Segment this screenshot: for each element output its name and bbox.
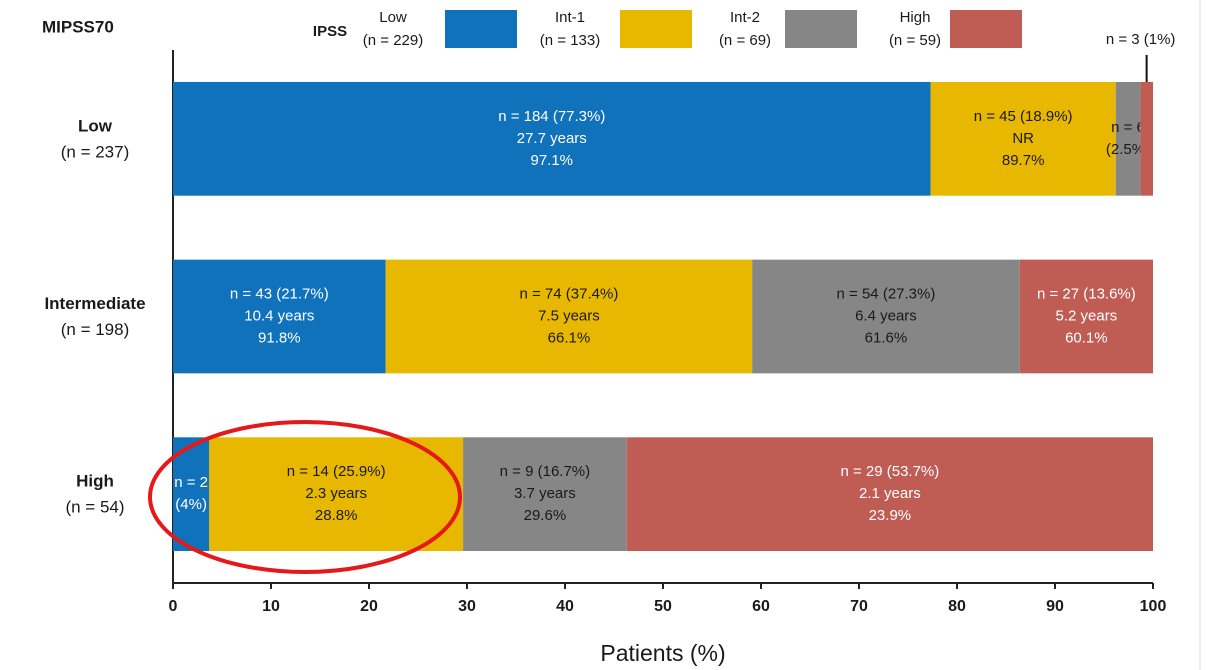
bar-segment bbox=[463, 437, 627, 552]
legend-count: (n = 133) bbox=[540, 32, 600, 49]
x-tick-label: 100 bbox=[1140, 598, 1167, 615]
value-label: n = 74 (37.4%) bbox=[520, 285, 619, 302]
value-label: 23.9% bbox=[869, 507, 912, 524]
value-label: 2.1 years bbox=[859, 485, 921, 502]
bar-segment bbox=[173, 81, 931, 196]
value-label: 60.1% bbox=[1065, 329, 1108, 346]
value-label: 10.4 years bbox=[244, 307, 314, 324]
legend-label: Low bbox=[379, 9, 407, 26]
x-tick-label: 80 bbox=[948, 598, 966, 615]
value-label: 27.7 years bbox=[517, 130, 587, 147]
value-label: 7.5 years bbox=[538, 307, 600, 324]
legend-count: (n = 229) bbox=[363, 32, 423, 49]
value-label: 3.7 years bbox=[514, 485, 576, 502]
plot-area: Low (n = 229) Int-1 (n = 133) Int-2 (n = 69) H… bbox=[44, 9, 1175, 615]
bar-segment bbox=[209, 437, 464, 552]
value-label: NR bbox=[1012, 130, 1034, 147]
value-label: n = 9 (16.7%) bbox=[500, 463, 590, 480]
value-label: n = 29 (53.7%) bbox=[840, 463, 939, 480]
value-label: 61.6% bbox=[865, 329, 908, 346]
category-label: Intermediate bbox=[44, 294, 145, 313]
value-label: n = 45 (18.9%) bbox=[974, 108, 1073, 125]
value-label: 6.4 years bbox=[855, 307, 917, 324]
bar-segment bbox=[1140, 81, 1153, 196]
x-tick-label: 0 bbox=[169, 598, 178, 615]
highlight-circle bbox=[148, 420, 462, 574]
value-label: n = 43 (21.7%) bbox=[230, 285, 329, 302]
category-label: Low bbox=[78, 116, 113, 135]
bar-segment bbox=[173, 259, 386, 374]
value-label: (2.5%) bbox=[1106, 141, 1150, 158]
value-label: 5.2 years bbox=[1056, 307, 1118, 324]
value-label: n = 3 (1%) bbox=[1106, 31, 1176, 48]
chart-title: MIPSS70 bbox=[42, 17, 114, 36]
legend-swatch bbox=[785, 10, 857, 48]
legend-count: (n = 69) bbox=[719, 32, 771, 49]
value-label: 29.6% bbox=[524, 507, 567, 524]
value-label: 89.7% bbox=[1002, 152, 1045, 169]
legend-swatch bbox=[445, 10, 517, 48]
bar-segment bbox=[1115, 81, 1141, 196]
value-label: n = 27 (13.6%) bbox=[1037, 285, 1136, 302]
x-tick-label: 50 bbox=[654, 598, 672, 615]
value-label: n = 6 bbox=[1111, 119, 1145, 136]
bar-segment bbox=[1019, 259, 1153, 374]
category-count: (n = 198) bbox=[61, 320, 130, 339]
value-label: n = 2 bbox=[174, 474, 208, 491]
x-tick-label: 20 bbox=[360, 598, 378, 615]
x-tick-label: 40 bbox=[556, 598, 574, 615]
x-axis-label: Patients (%) bbox=[600, 640, 725, 666]
value-label: 91.8% bbox=[258, 329, 301, 346]
x-tick-label: 90 bbox=[1046, 598, 1064, 615]
x-tick-label: 10 bbox=[262, 598, 280, 615]
x-tick-label: 60 bbox=[752, 598, 770, 615]
value-label: n = 184 (77.3%) bbox=[498, 108, 605, 125]
value-label: 66.1% bbox=[548, 329, 591, 346]
value-label: n = 54 (27.3%) bbox=[837, 285, 936, 302]
x-tick-label: 30 bbox=[458, 598, 476, 615]
bar-segment bbox=[173, 437, 210, 552]
bar-segment bbox=[626, 437, 1153, 552]
legend-label: Int-2 bbox=[730, 9, 760, 26]
legend-count: (n = 59) bbox=[889, 32, 941, 49]
value-label: 28.8% bbox=[315, 507, 358, 524]
legend-label: Int-1 bbox=[555, 9, 585, 26]
category-count: (n = 237) bbox=[61, 142, 130, 161]
bar-segment bbox=[385, 259, 753, 374]
value-label: n = 14 (25.9%) bbox=[287, 463, 386, 480]
x-tick-label: 70 bbox=[850, 598, 868, 615]
legend-swatch bbox=[950, 10, 1022, 48]
value-label: 2.3 years bbox=[305, 485, 367, 502]
bar-segment bbox=[752, 259, 1020, 374]
value-label: (4%) bbox=[175, 496, 207, 513]
bar-segment bbox=[930, 81, 1116, 196]
category-label: High bbox=[76, 472, 114, 491]
legend-label: High bbox=[900, 9, 931, 26]
legend-title: IPSS bbox=[313, 23, 347, 40]
legend-swatch bbox=[620, 10, 692, 48]
category-count: (n = 54) bbox=[65, 498, 124, 517]
value-label: 97.1% bbox=[530, 152, 573, 169]
